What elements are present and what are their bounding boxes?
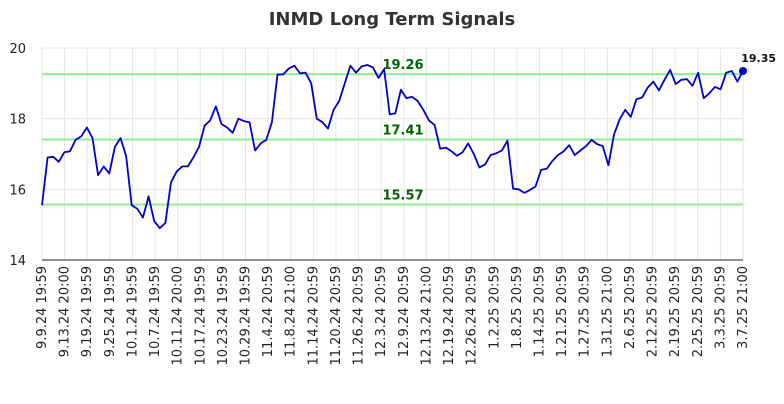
y-tick-label: 14 <box>9 254 26 269</box>
x-tick-label: 12.3.24 20:59 <box>374 266 389 357</box>
x-tick-label: 2.25.25 20:59 <box>691 266 706 357</box>
x-tick-label: 9.13.24 20:00 <box>58 266 73 357</box>
labels: 14 16 18 20 9.9.24 19:59 9.13.24 20:00 9.19.24… <box>9 42 776 366</box>
y-tick-label: 18 <box>9 113 26 128</box>
x-tick-label: 12.13.24 21:00 <box>419 266 434 366</box>
price-series <box>41 64 747 230</box>
x-tick-label: 1.31.25 21:00 <box>600 266 615 357</box>
x-tick-label: 11.14.24 20:59 <box>306 266 321 366</box>
x-tick-label: 10.29.24 19:59 <box>239 266 254 366</box>
last-value-label: 19.35 <box>741 52 776 65</box>
chart-title: INMD Long Term Signals <box>269 9 516 30</box>
signal-lines <box>42 73 743 206</box>
x-tick-label: 11.8.24 21:00 <box>284 266 299 357</box>
y-tick-label: 16 <box>9 183 26 198</box>
x-tick-label: 10.23.24 19:59 <box>216 266 231 366</box>
x-tick-label: 1.27.25 20:59 <box>578 266 593 357</box>
grid <box>41 47 744 261</box>
x-tick-label: 12.26.24 20:59 <box>465 266 480 366</box>
x-tick-label: 2.12.25 20:59 <box>646 266 661 357</box>
x-tick-label: 1.8.25 20:59 <box>510 266 525 349</box>
x-tick-label: 9.19.24 19:59 <box>80 266 95 357</box>
x-tick-label: 1.2.25 20:59 <box>487 266 502 349</box>
signal-label: 17.41 <box>382 124 423 139</box>
signal-label: 15.57 <box>382 189 423 204</box>
x-tick-label: 3.7.25 21:00 <box>736 266 751 349</box>
x-tick-label: 11.4.24 20:59 <box>261 266 276 357</box>
x-tick-label: 10.7.24 19:59 <box>148 266 163 357</box>
x-tick-label: 10.17.24 19:59 <box>193 266 208 366</box>
x-tick-label: 10.11.24 20:00 <box>171 266 186 366</box>
x-tick-label: 3.3.25 20:59 <box>713 266 728 349</box>
last-point-marker <box>739 66 747 75</box>
x-tick-label: 1.21.25 20:59 <box>555 266 570 357</box>
x-tick-label: 12.19.24 20:59 <box>442 266 457 366</box>
x-tick-label: 2.6.25 20:59 <box>623 266 638 349</box>
y-tick-label: 20 <box>9 42 26 57</box>
x-tick-label: 10.1.24 19:59 <box>125 266 140 357</box>
x-tick-label: 11.26.24 20:59 <box>352 266 367 366</box>
signal-label: 19.26 <box>382 58 423 73</box>
x-tick-label: 9.25.24 19:59 <box>103 266 118 357</box>
x-tick-label: 12.9.24 20:59 <box>397 266 412 357</box>
x-tick-label: 9.9.24 19:59 <box>35 266 50 349</box>
x-tick-label: 11.20.24 20:59 <box>329 266 344 366</box>
x-tick-label: 1.14.25 20:59 <box>532 266 547 357</box>
x-tick-label: 2.19.25 20:59 <box>668 266 683 357</box>
price-line <box>41 64 744 230</box>
